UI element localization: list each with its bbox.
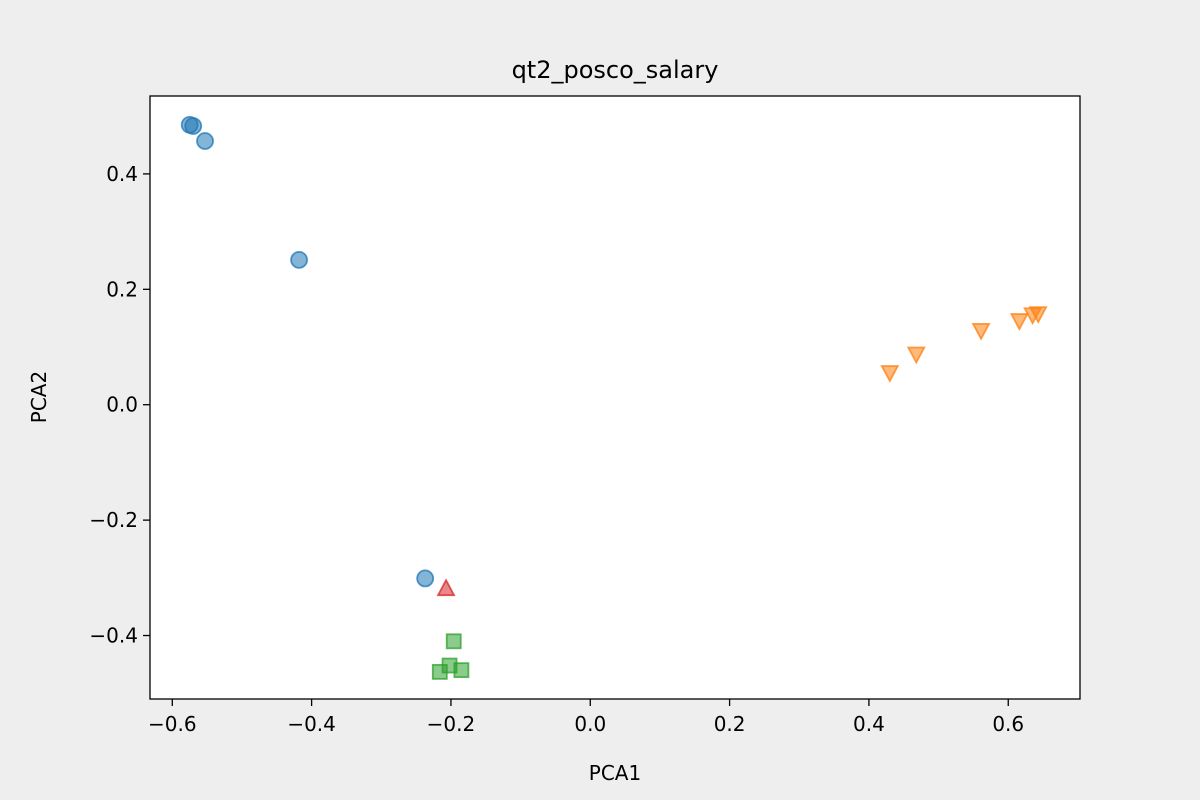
x-tick-label: 0.0	[574, 712, 606, 736]
data-point-square	[453, 662, 470, 679]
x-tick-label: −0.4	[287, 712, 336, 736]
chart-title: qt2_posco_salary	[512, 56, 719, 84]
x-axis-label: PCA1	[589, 761, 641, 785]
data-point-triangle-down	[906, 346, 926, 365]
data-point-triangle-up	[436, 578, 456, 597]
x-tick-label: −0.2	[427, 712, 476, 736]
y-axis-label: PCA2	[27, 371, 51, 423]
y-tick-label: −0.4	[89, 624, 138, 648]
data-points	[180, 115, 1048, 680]
data-point-triangle-down	[1028, 306, 1048, 325]
y-tick-label: 0.4	[106, 162, 138, 186]
y-tick-label: 0.0	[106, 393, 138, 417]
y-tick-label: 0.2	[106, 277, 138, 301]
x-tick-label: 0.6	[992, 712, 1024, 736]
x-tick-label: −0.6	[148, 712, 197, 736]
axis-ticks: −0.6 −0.4 −0.2 0.0 0.2 0.4 0.6 −0.4 −0.2 0.0 0.2 0.…	[89, 162, 1024, 736]
data-point-triangle-down	[971, 322, 991, 341]
data-point-square	[445, 633, 462, 650]
plot-frame	[149, 95, 1081, 700]
data-point-triangle-down	[1009, 313, 1029, 331]
plot-area	[150, 96, 1080, 699]
data-point-circle	[290, 250, 308, 269]
data-point-triangle-down	[880, 365, 900, 383]
data-point-square	[431, 663, 448, 680]
data-point-circle	[416, 569, 435, 588]
x-tick-label: 0.4	[853, 712, 885, 736]
data-point-circle	[184, 117, 203, 135]
y-tick-label: −0.2	[89, 508, 138, 532]
data-point-circle	[196, 132, 214, 150]
x-tick-label: 0.2	[714, 712, 746, 736]
